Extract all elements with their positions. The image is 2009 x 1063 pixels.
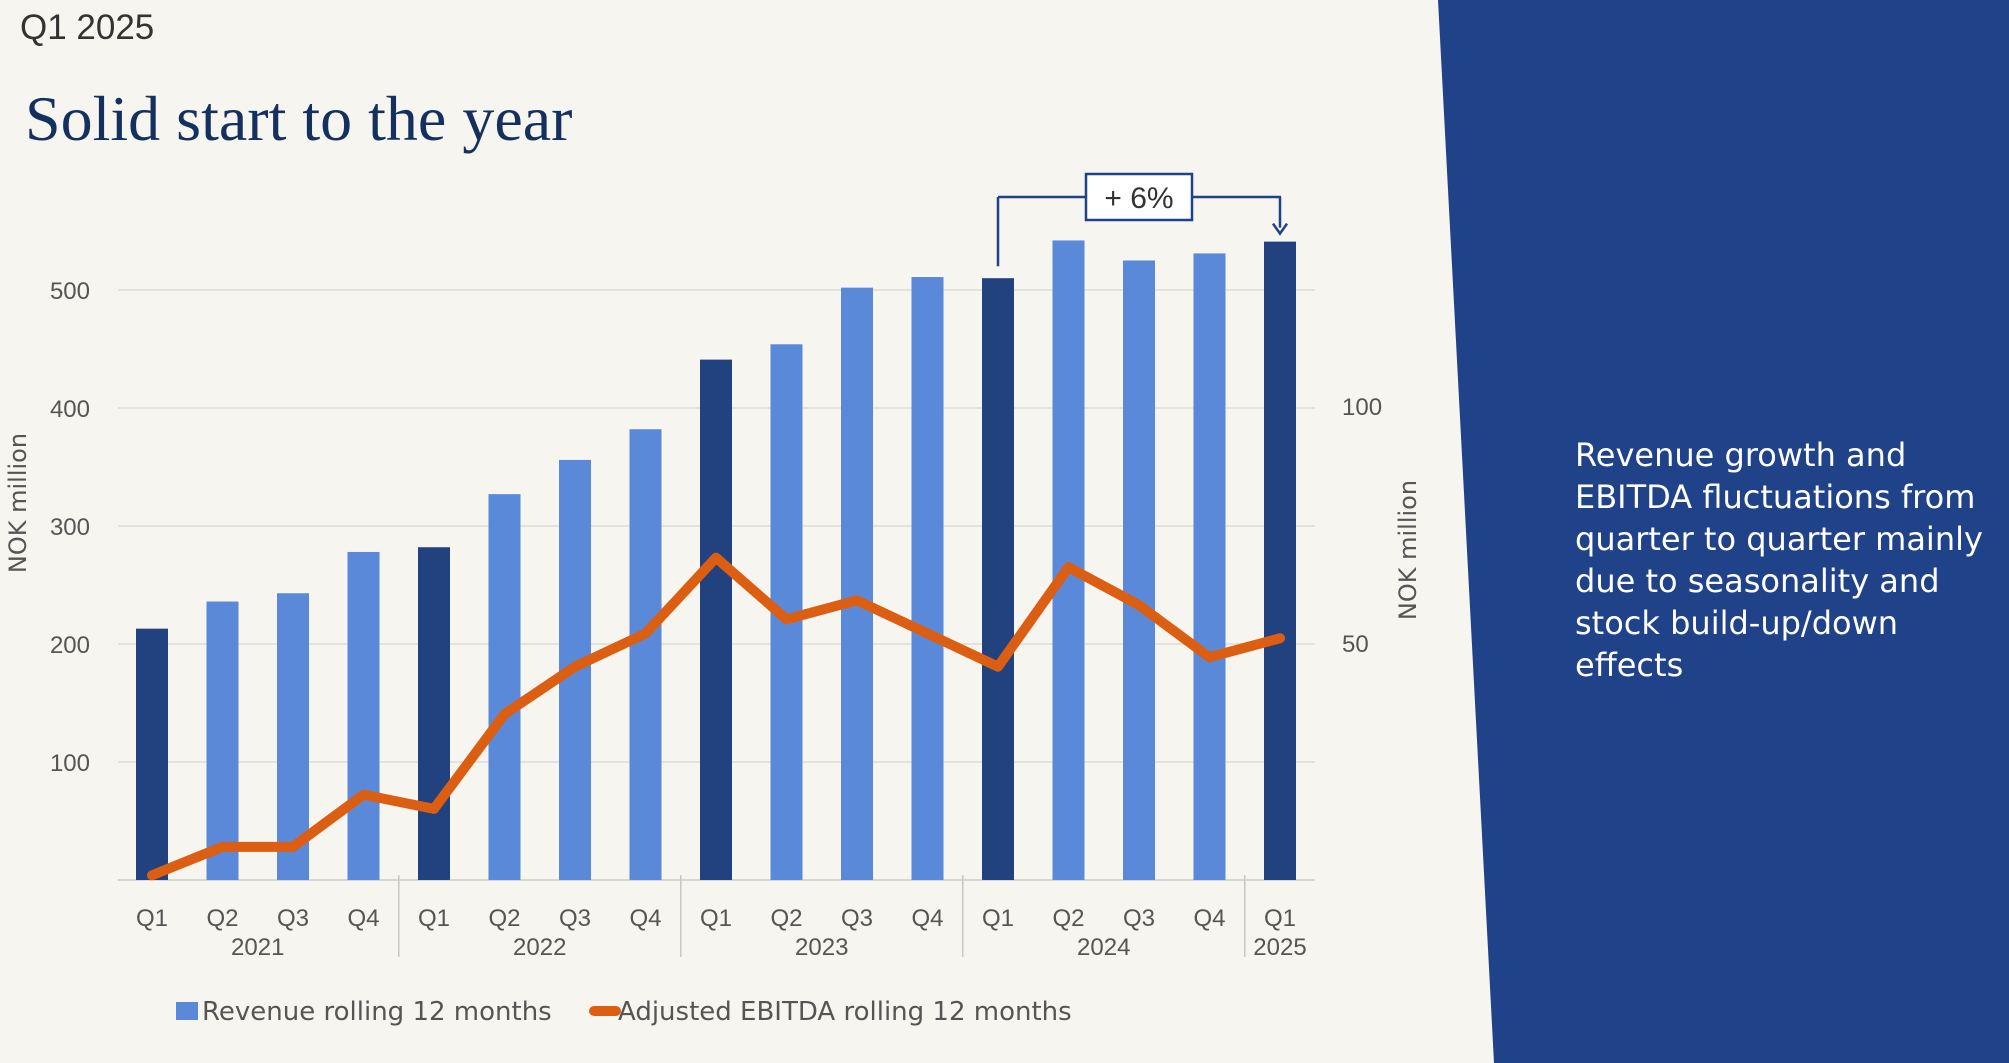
right-axis-title: NOK million [1394, 480, 1422, 620]
ebitda-point [926, 632, 929, 635]
year-group-label: 2022 [513, 934, 566, 961]
ebitda-point [1208, 656, 1211, 659]
legend-bar-swatch [176, 1002, 198, 1020]
left-axis-title: NOK million [4, 433, 32, 573]
left-tick-label: 500 [50, 278, 90, 305]
year-group-label: 2024 [1077, 934, 1130, 961]
legend-ebitda-label: Adjusted EBITDA rolling 12 months [618, 997, 1072, 1027]
ebitda-point [221, 845, 224, 848]
year-group-label: 2021 [231, 934, 284, 961]
quarter-tick-label: Q1 [418, 905, 450, 932]
ebitda-point [1138, 604, 1140, 607]
annotation-label: + 6% [1104, 182, 1173, 215]
right-tick-label: 100 [1342, 394, 1382, 421]
annotation-box [1084, 172, 1194, 222]
page-title: Solid start to the year [25, 83, 573, 154]
legend: Revenue rolling 12 months Adjusted EBITDA… [176, 997, 1072, 1027]
ebitda-point [1067, 566, 1070, 569]
ebitda-point [1279, 637, 1281, 640]
ebitda-point [715, 556, 717, 559]
revenue-bar [488, 494, 521, 880]
ebitda-point [785, 618, 788, 621]
quarter-tick-label: Q2 [1052, 905, 1084, 932]
ebitda-point [574, 665, 576, 668]
quarter-tick-label: Q2 [206, 905, 238, 932]
right-axis-ticks: 50 100 [1342, 394, 1382, 658]
revenue-bar [841, 287, 873, 880]
quarter-tick-label: Q1 [136, 905, 168, 932]
left-tick-label: 100 [50, 750, 90, 777]
ebitda-point [856, 599, 858, 602]
ebitda-point [433, 807, 435, 810]
quarter-tick-label: Q3 [559, 905, 591, 932]
quarter-tick-label: Q4 [347, 905, 379, 932]
revenue-bar [1264, 241, 1296, 880]
quarter-tick-label: Q4 [911, 905, 943, 932]
quarter-tick-label: Q2 [488, 905, 520, 932]
revenue-bar [418, 547, 450, 880]
ebitda-point [503, 713, 506, 716]
quarter-tick-label: Q3 [277, 905, 309, 932]
quarter-tick-label: Q1 [982, 905, 1014, 932]
period-label: Q1 2025 [20, 8, 155, 47]
revenue-bar [982, 278, 1014, 880]
x-axis: Q1 Q2 Q3 Q4 Q1 Q2 Q3 Q4 Q1 Q2 Q3 Q4 Q1 Q2 Q3 Q4 Q1 2021 20… [136, 875, 1307, 961]
side-commentary: Revenue growth and EBITDA fluctuations f… [1575, 436, 1983, 684]
revenue-bar [206, 601, 239, 880]
quarter-tick-label: Q3 [841, 905, 873, 932]
revenue-bar [347, 551, 380, 880]
left-tick-label: 300 [50, 514, 90, 541]
revenue-bar [1052, 240, 1085, 880]
quarter-tick-label: Q3 [1123, 905, 1155, 932]
revenue-bar [1193, 253, 1226, 881]
ebitda-line [147, 552, 1285, 881]
right-tick-label: 50 [1342, 631, 1369, 658]
ebitda-point [362, 793, 365, 796]
ebitda-point [644, 632, 647, 635]
quarter-tick-label: Q4 [629, 905, 661, 932]
revenue-bar [700, 359, 732, 880]
ebitda-point [997, 665, 999, 668]
quarter-tick-label: Q2 [770, 905, 802, 932]
year-group-label: 2023 [795, 934, 848, 961]
left-tick-label: 400 [50, 396, 90, 423]
quarter-tick-label: Q1 [700, 905, 732, 932]
growth-annotation: + 6% [996, 172, 1289, 267]
left-tick-label: 200 [50, 632, 90, 659]
ebitda-point [151, 874, 153, 877]
revenue-bar [1123, 260, 1155, 880]
revenue-bar [277, 593, 309, 880]
revenue-bar [911, 277, 944, 880]
annotation-arrow-icon [1271, 222, 1289, 236]
year-group-label: 2025 [1253, 934, 1306, 961]
ebitda-point [292, 845, 294, 848]
revenue-bars [136, 240, 1296, 881]
legend-revenue-label: Revenue rolling 12 months [202, 997, 552, 1027]
revenue-bar [629, 429, 662, 880]
revenue-bar [136, 628, 168, 880]
quarter-tick-label: Q1 [1264, 905, 1296, 932]
quarter-tick-label: Q4 [1193, 905, 1225, 932]
left-axis-ticks: 100 200 300 400 500 [50, 278, 90, 777]
